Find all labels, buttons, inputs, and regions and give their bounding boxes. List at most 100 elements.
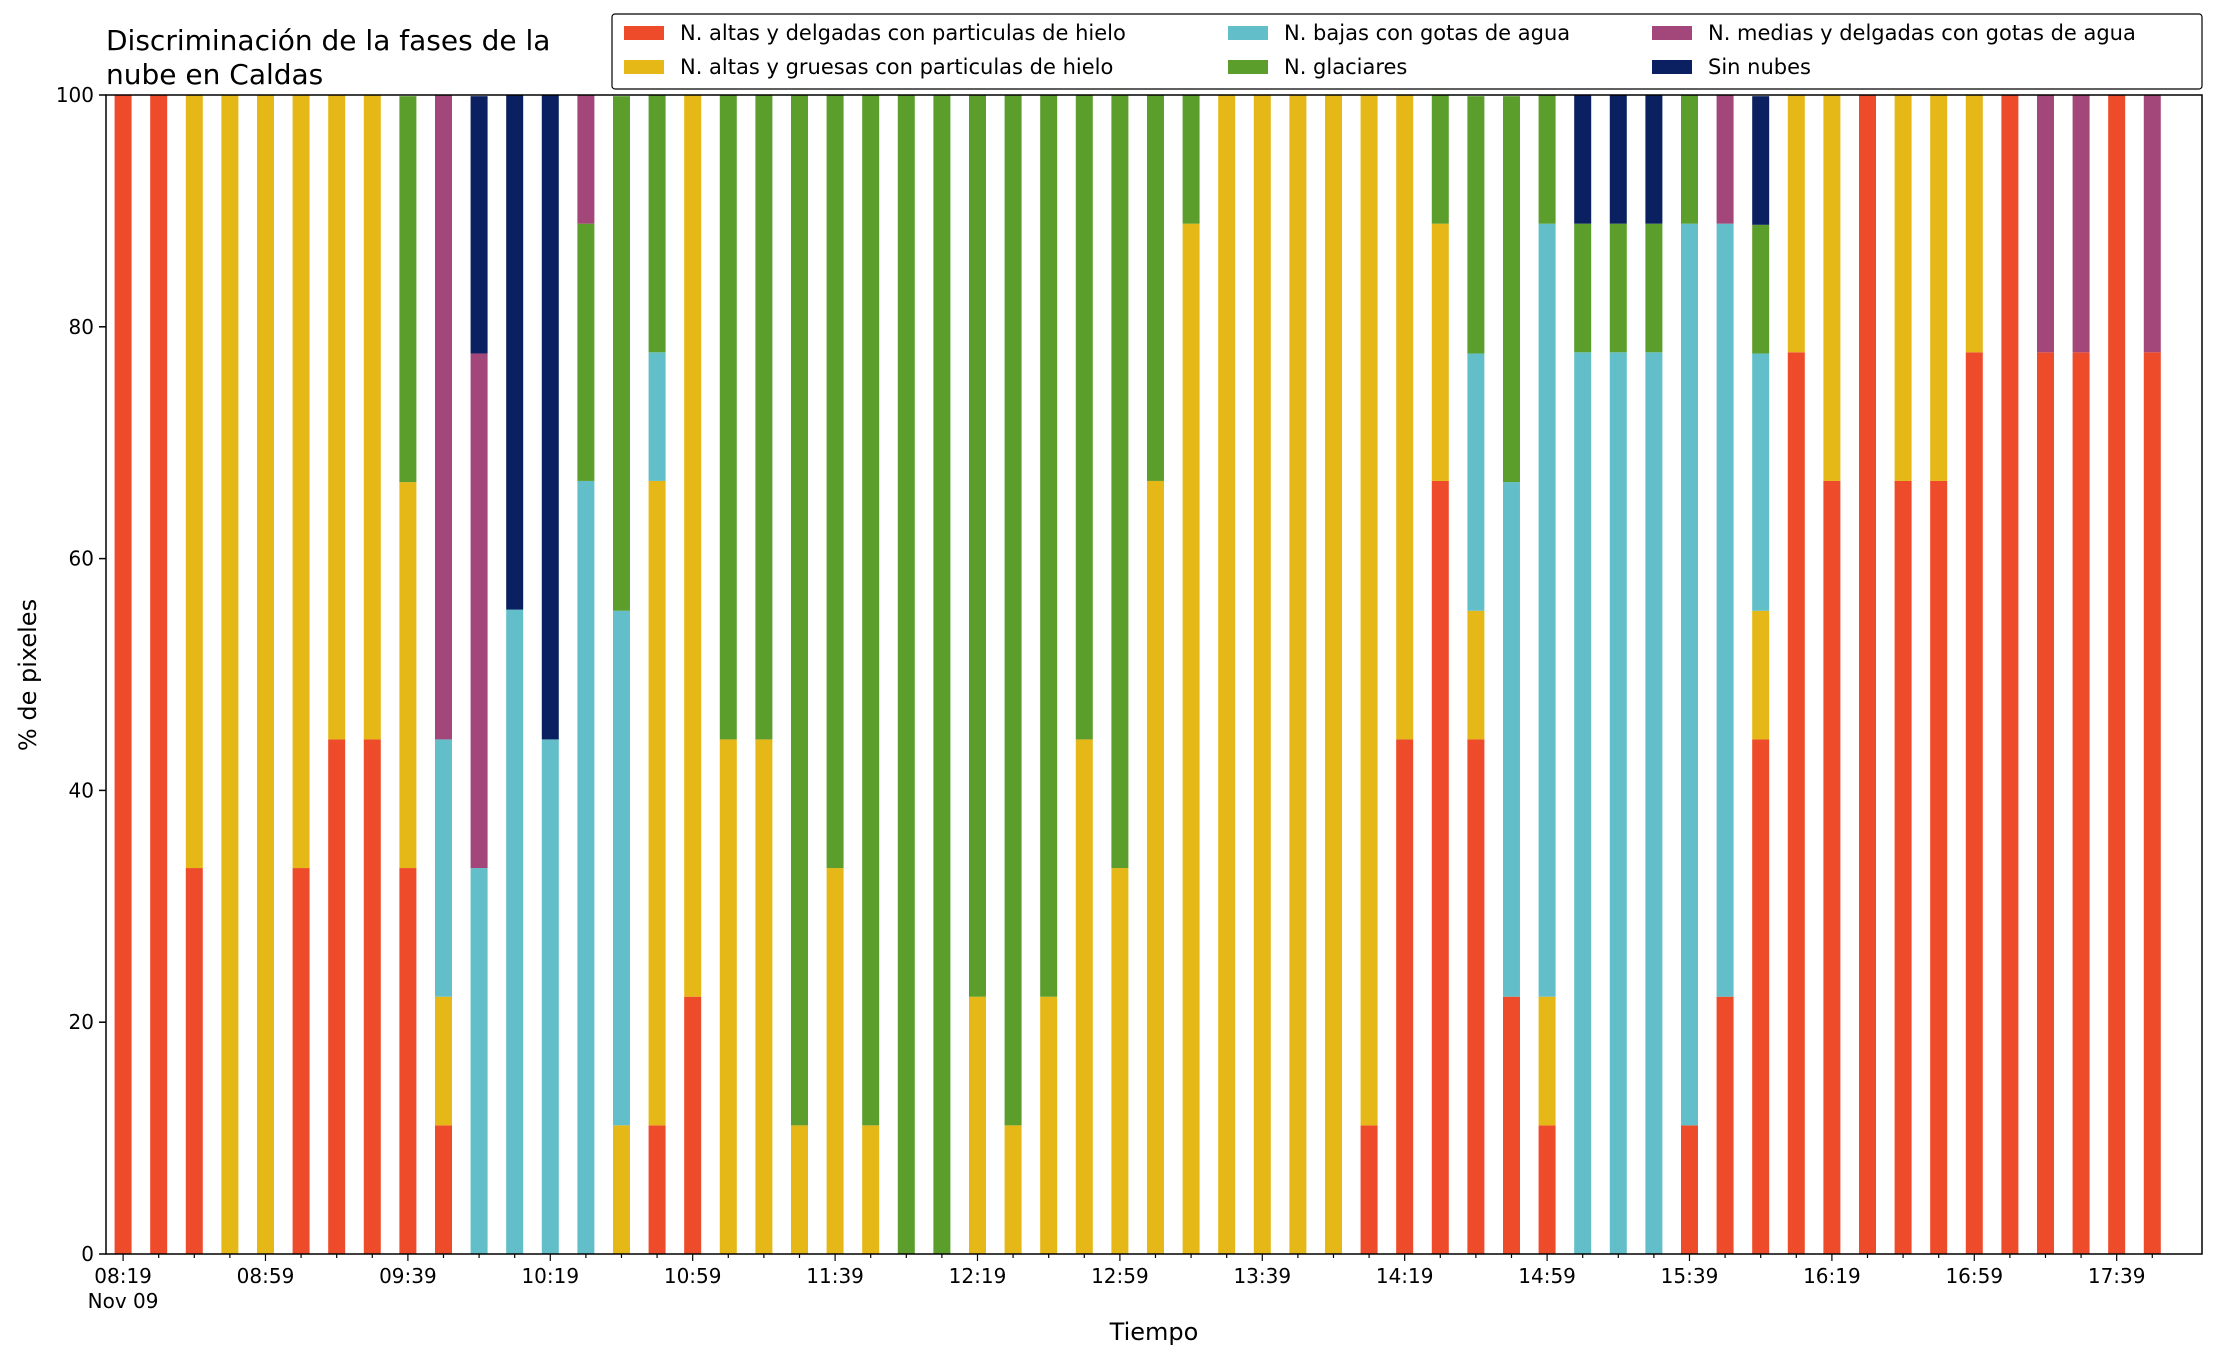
bar-segment (862, 1125, 880, 1254)
bar-segment (1680, 223, 1698, 1126)
bar-segment (684, 996, 702, 1254)
bar-segment (506, 609, 524, 1254)
bar-segment (1253, 95, 1271, 1254)
bar-segment (1965, 95, 1983, 353)
bar-segment (1360, 1125, 1378, 1254)
bar-segment (1502, 96, 1520, 483)
bar-segment (577, 223, 595, 481)
bar-segment (1574, 223, 1592, 353)
x-tick-label: 14:19 (1376, 1264, 1434, 1288)
bar-segment (1609, 223, 1627, 353)
bar-segment (434, 1125, 452, 1254)
bar-segment (541, 739, 559, 1254)
bar-segment (185, 95, 203, 869)
axes-frame (105, 94, 2203, 1255)
bar-segment (1396, 739, 1414, 1254)
bar-segment (1431, 95, 1449, 224)
bar-segment (1111, 868, 1129, 1254)
x-tick-label: 16:19 (1803, 1264, 1861, 1288)
bar-segment (790, 1125, 808, 1254)
bar-segment (790, 95, 808, 1126)
bar-segment (1431, 223, 1449, 481)
bar-segment (1609, 352, 1627, 1255)
bar-segment (1787, 352, 1805, 1255)
bar-segment (1538, 223, 1556, 997)
bar-segment (1752, 96, 1770, 225)
bar-segment (292, 95, 310, 869)
bar-segment (1396, 95, 1414, 740)
x-tick-label: 16:59 (1945, 1264, 2003, 1288)
bar-segment (2143, 352, 2161, 1255)
bar-segment (1574, 352, 1592, 1255)
bar-segment (719, 95, 737, 740)
y-tick-label: 40 (69, 778, 94, 802)
bar-segment (541, 95, 559, 740)
bar-segment (1502, 996, 1520, 1254)
bar-segment (1146, 480, 1164, 1254)
legend-label: N. altas y gruesas con particulas de hie… (680, 55, 1113, 79)
bar-segment (434, 996, 452, 1126)
x-tick-label: 10:59 (664, 1264, 722, 1288)
bar-segment (1858, 95, 1876, 1254)
bar-segment (470, 868, 488, 1254)
legend-swatch (624, 26, 664, 40)
bar-segment (1680, 1125, 1698, 1254)
bar-segment (648, 480, 666, 1126)
bar-segment (1752, 353, 1770, 611)
bar-segment (1716, 95, 1734, 224)
bar-segment (1004, 95, 1022, 1126)
bar-segment (612, 610, 630, 1126)
bar-segment (1040, 95, 1058, 997)
bar-segment (1574, 95, 1592, 224)
bar-segment (399, 482, 417, 869)
bar-segment (577, 95, 595, 224)
bar-segment (1538, 1125, 1556, 1254)
bar-segment (150, 95, 168, 1254)
x-tick-label: 15:39 (1661, 1264, 1719, 1288)
x-tick-label: 13:39 (1233, 1264, 1291, 1288)
x-tick-label: 12:59 (1091, 1264, 1149, 1288)
bar-segment (1823, 480, 1841, 1254)
bar-segment (755, 95, 773, 740)
bar-segment (1787, 95, 1805, 353)
bar-segment (826, 95, 844, 869)
bar-segment (2036, 95, 2054, 353)
bar-segment (862, 95, 880, 1126)
x-tick-label: 12:19 (949, 1264, 1007, 1288)
bar-segment (1930, 480, 1948, 1254)
x-tick-label: 11:39 (806, 1264, 864, 1288)
y-tick-label: 60 (69, 547, 94, 571)
bar-segment (506, 95, 524, 610)
bar-segment (256, 95, 274, 1254)
y-tick-label: 0 (81, 1242, 94, 1266)
bar-segment (2108, 95, 2126, 1254)
bar-segment (2072, 95, 2090, 353)
x-tick-label: 08:59 (237, 1264, 295, 1288)
bar-segment (968, 996, 986, 1254)
bar-segment (2072, 352, 2090, 1255)
bar-segment (1609, 95, 1627, 224)
bar-segment (1467, 739, 1485, 1254)
legend-swatch (1228, 26, 1268, 40)
bar-segment (755, 739, 773, 1254)
plot-area: 0 20 40 60 80 100 08:19 08:59 09:39 10:19 10:59 11:… (56, 83, 2161, 1313)
bar-segment (434, 739, 452, 997)
x-axis-label: Tiempo (1109, 1318, 1199, 1346)
legend-swatch (1652, 26, 1692, 40)
legend-label: Sin nubes (1708, 55, 1811, 79)
x-tick-label: 08:19 (94, 1264, 152, 1288)
bar-segment (470, 353, 488, 869)
bar-segment (1467, 610, 1485, 740)
y-tick-label: 80 (69, 315, 94, 339)
bar-segment (897, 95, 915, 1254)
bar-segment (1752, 224, 1770, 354)
bar-segment (1823, 95, 1841, 481)
bar-segment (1716, 996, 1734, 1254)
legend-label: N. medias y delgadas con gotas de agua (1708, 21, 2136, 45)
bar-segment (292, 868, 310, 1254)
bar-segment (648, 1125, 666, 1254)
bar-segment (434, 95, 452, 740)
bar-segment (185, 868, 203, 1254)
bar-segment (612, 1125, 630, 1254)
